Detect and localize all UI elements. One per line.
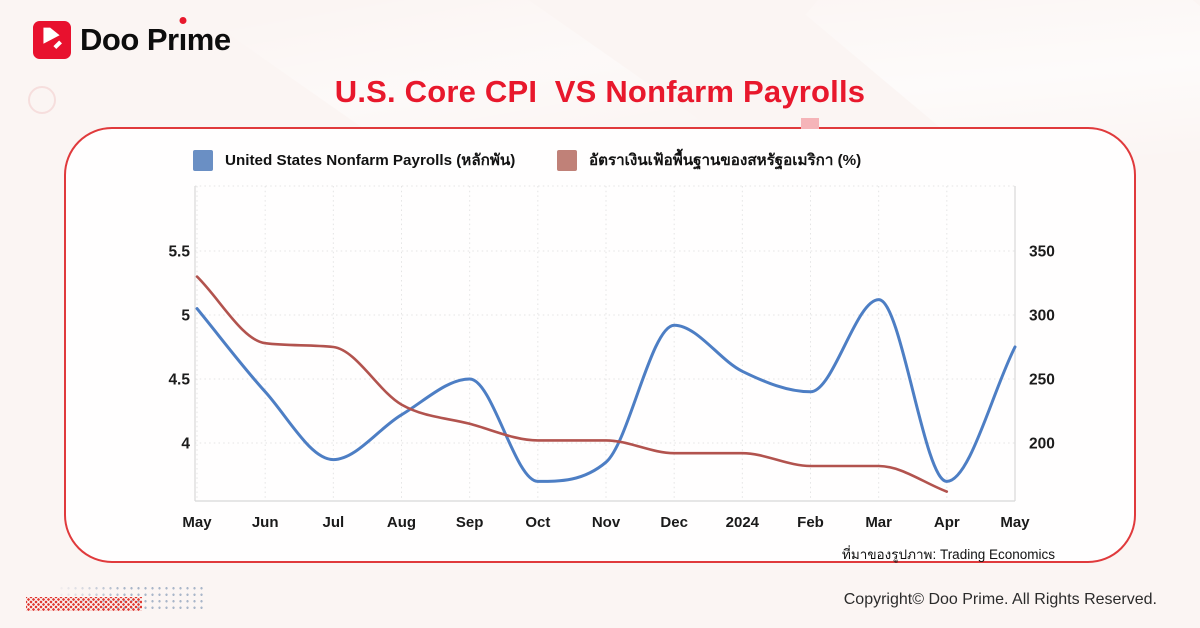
svg-text:5.5: 5.5 bbox=[168, 244, 190, 261]
svg-text:200: 200 bbox=[1029, 436, 1055, 453]
svg-text:2024: 2024 bbox=[726, 514, 760, 531]
core-cpi-line bbox=[195, 275, 949, 493]
svg-text:Jun: Jun bbox=[252, 514, 279, 531]
source-note: ที่มาของรูปภาพ: Trading Economics bbox=[841, 547, 1055, 562]
x-axis-labels: May Jun Jul Aug Sep Oct Nov Dec 2024 Feb Mar Apr May bbox=[182, 514, 1030, 531]
core-cpi-swatch bbox=[557, 149, 577, 171]
svg-text:4: 4 bbox=[181, 436, 190, 453]
brand-text: Doo Prı me bbox=[80, 17, 231, 59]
svg-text:May: May bbox=[182, 514, 212, 531]
chart-card: United States Nonfarm Payrolls (หลักพัน)… bbox=[64, 118, 1136, 563]
legend-item-payrolls: United States Nonfarm Payrolls (หลักพัน) bbox=[193, 147, 515, 173]
svg-text:Apr: Apr bbox=[934, 514, 960, 531]
svg-text:4.5: 4.5 bbox=[168, 372, 190, 389]
svg-text:Feb: Feb bbox=[797, 514, 824, 531]
svg-text:Nov: Nov bbox=[592, 514, 621, 531]
halftone-dots-decoration bbox=[58, 585, 203, 611]
svg-text:Jul: Jul bbox=[322, 514, 344, 531]
red-dots-decoration bbox=[26, 597, 142, 611]
payrolls-line bbox=[195, 298, 1017, 483]
svg-text:350: 350 bbox=[1029, 244, 1055, 261]
copyright-text: Copyright© Doo Prime. All Rights Reserve… bbox=[843, 591, 1157, 608]
svg-text:Aug: Aug bbox=[387, 514, 416, 531]
payrolls-swatch bbox=[193, 149, 213, 171]
legend-label-payrolls: United States Nonfarm Payrolls (หลักพัน) bbox=[225, 152, 516, 169]
doo-prime-logo-icon bbox=[33, 21, 71, 59]
left-axis-labels: 5.5 5 4.5 4 bbox=[168, 244, 190, 453]
chart-legend: United States Nonfarm Payrolls (หลักพัน)… bbox=[66, 147, 1134, 177]
svg-text:Oct: Oct bbox=[525, 514, 550, 531]
svg-text:5: 5 bbox=[181, 308, 190, 325]
brand-i-red-dot: ı bbox=[179, 17, 187, 59]
doo-prime-logo: Doo Prı me bbox=[33, 17, 231, 59]
card-notch-decoration bbox=[801, 118, 819, 129]
cpi-payrolls-chart: 5.5 5 4.5 4 350 300 250 200 May Jun Jul Aug Sep Oct No… bbox=[168, 185, 1055, 531]
plot-border bbox=[194, 186, 1016, 502]
svg-text:May: May bbox=[1000, 514, 1030, 531]
legend-label-core-cpi: อัตราเงินเฟ้อพื้นฐานของสหรัฐอเมริกา (%) bbox=[589, 152, 862, 169]
svg-text:300: 300 bbox=[1029, 308, 1055, 325]
right-axis-labels: 350 300 250 200 bbox=[1029, 244, 1055, 453]
page-title: U.S. Core CPI VS Nonfarm Payrolls bbox=[334, 74, 866, 109]
svg-text:Mar: Mar bbox=[865, 514, 892, 531]
legend-item-core-cpi: อัตราเงินเฟ้อพื้นฐานของสหรัฐอเมริกา (%) bbox=[557, 147, 861, 173]
svg-text:Dec: Dec bbox=[660, 514, 688, 531]
svg-text:250: 250 bbox=[1029, 372, 1055, 389]
svg-text:Sep: Sep bbox=[456, 514, 484, 531]
